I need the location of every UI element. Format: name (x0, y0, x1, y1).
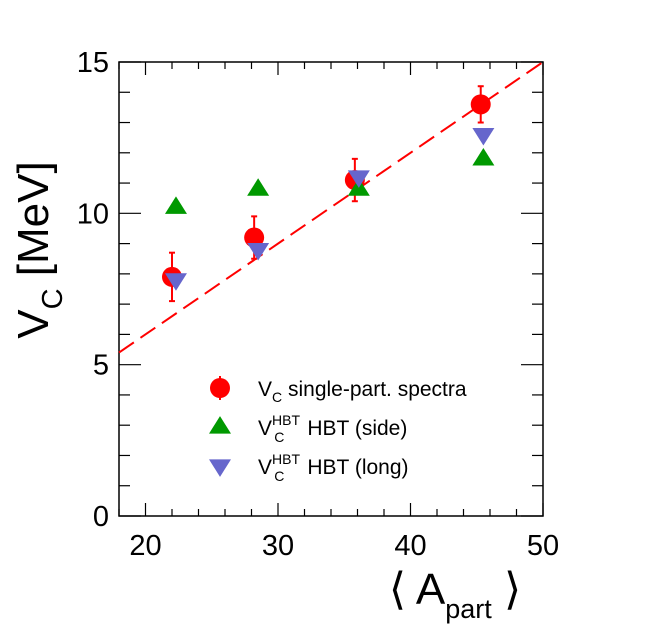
y-axis-title-post: [MeV] (9, 161, 58, 288)
legend-label: VC single-part. spectra (258, 378, 467, 405)
x-axis-title-post: ⟩ (492, 565, 521, 614)
data-points (162, 85, 495, 303)
data-point (247, 178, 270, 196)
y-axis-title-main: V (9, 309, 58, 339)
data-point (244, 227, 265, 248)
series-circle (162, 85, 491, 303)
legend: VC single-part. spectra VHBT C HBT (side) V… (209, 376, 467, 484)
x-tick-label: 30 (262, 530, 294, 562)
x-axis-title-pre: ⟨ A (389, 565, 446, 614)
x-tick-label: 40 (394, 530, 426, 562)
legend-entry: VHBT C HBT (long) (209, 451, 409, 484)
data-point (164, 273, 187, 291)
y-axis-title-sub: C (37, 288, 69, 309)
x-tick-label: 50 (527, 530, 559, 562)
data-point (470, 94, 491, 115)
legend-marker (209, 459, 231, 477)
y-tick-label: 10 (77, 198, 109, 230)
axis-titles: VC [MeV] ⟨ Apart ⟩ (9, 161, 521, 624)
y-axis-ticks: 0 5 10 15 (77, 47, 543, 533)
legend-marker (210, 378, 230, 398)
x-axis-ticks: 20 30 40 50 (118, 62, 559, 562)
data-point (247, 243, 270, 261)
series-triangle-up (164, 148, 495, 214)
legend-entry: VHBT C HBT (side) (209, 412, 407, 445)
y-tick-label: 0 (93, 501, 109, 533)
fit-line (118, 61, 544, 354)
series-triangle-down (164, 127, 495, 291)
legend-label: VHBT C HBT (long) (258, 451, 409, 484)
y-axis-title: VC [MeV] (9, 161, 69, 338)
fit-line-group (118, 61, 544, 354)
data-point (472, 127, 495, 146)
legend-entry: VC single-part. spectra (210, 376, 467, 405)
data-point (472, 148, 495, 166)
data-point (164, 196, 187, 214)
legend-marker (209, 416, 231, 434)
y-tick-label: 15 (77, 47, 109, 79)
legend-label: VHBT C HBT (side) (258, 412, 407, 445)
x-tick-label: 20 (129, 530, 161, 562)
x-axis-title: ⟨ Apart ⟩ (389, 565, 521, 624)
y-tick-label: 5 (93, 350, 109, 382)
x-axis-title-sub: part (445, 594, 492, 624)
data-point (347, 170, 370, 188)
